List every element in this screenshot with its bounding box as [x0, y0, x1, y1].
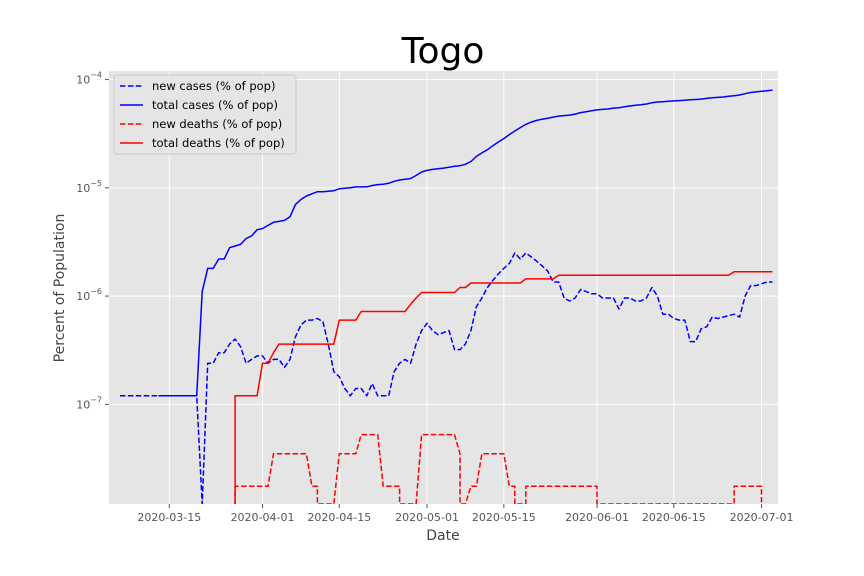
y-axis-label: Percent of Population — [52, 214, 68, 363]
legend-label: total cases (% of pop) — [152, 98, 278, 112]
x-tick-label: 2020-06-15 — [642, 511, 706, 524]
series-line-2 — [158, 89, 773, 397]
legend-label: total deaths (% of pop) — [152, 136, 285, 150]
series-line-3 — [234, 433, 763, 504]
y-tick-label: 10−5 — [76, 179, 102, 195]
chart-title: Togo — [401, 31, 485, 72]
x-tick-label: 2020-04-01 — [231, 511, 295, 524]
x-tick-label: 2020-05-01 — [395, 511, 459, 524]
x-tick-label: 2020-07-01 — [730, 511, 794, 524]
x-tick-label: 2020-04-15 — [307, 511, 371, 524]
y-tick-label: 10−6 — [76, 287, 102, 303]
axis-ticks: 2020-03-15 2020-04-01 2020-04-15 2020-05-01… — [76, 71, 793, 524]
grid — [109, 71, 778, 504]
legend-label: new deaths (% of pop) — [152, 117, 282, 131]
x-tick-label: 2020-05-15 — [472, 511, 536, 524]
legend-box — [113, 74, 297, 155]
series-layer — [120, 89, 773, 504]
legend-label: new cases (% of pop) — [152, 79, 275, 93]
series-line-4 — [234, 270, 773, 504]
legend: new cases (% of pop) total cases (% of po… — [113, 74, 297, 155]
x-tick-label: 2020-06-01 — [565, 511, 629, 524]
x-axis-label: Date — [426, 528, 459, 544]
x-tick-label: 2020-03-15 — [137, 511, 201, 524]
y-tick-label: 10−7 — [76, 395, 102, 411]
y-tick-label: 10−4 — [76, 71, 102, 87]
